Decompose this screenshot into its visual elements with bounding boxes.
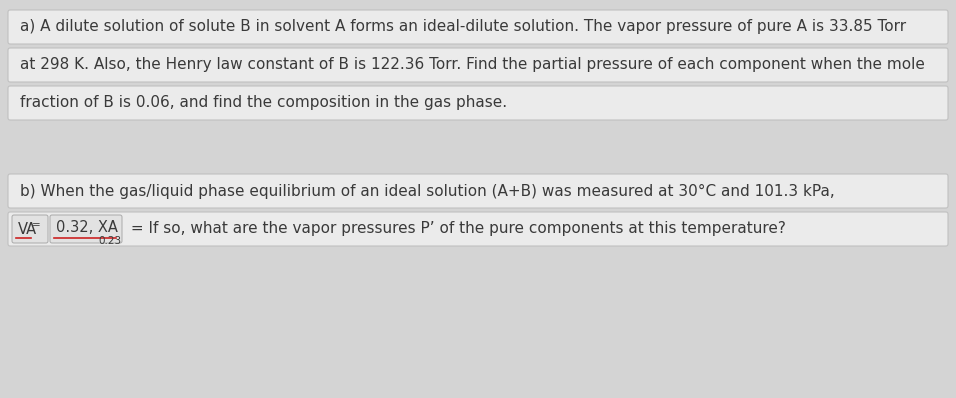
Text: =: = — [32, 220, 41, 230]
Text: VA: VA — [18, 222, 37, 238]
FancyBboxPatch shape — [8, 86, 948, 120]
FancyBboxPatch shape — [8, 48, 948, 82]
Text: b) When the gas/liquid phase equilibrium of an ideal solution (A+B) was measured: b) When the gas/liquid phase equilibrium… — [20, 183, 835, 199]
Text: at 298 K. Also, the Henry law constant of B is 122.36 Torr. Find the partial pre: at 298 K. Also, the Henry law constant o… — [20, 57, 924, 72]
FancyBboxPatch shape — [12, 215, 48, 243]
FancyBboxPatch shape — [50, 215, 122, 243]
Text: a) A dilute solution of solute B in solvent A forms an ideal-dilute solution. Th: a) A dilute solution of solute B in solv… — [20, 20, 906, 35]
FancyBboxPatch shape — [8, 10, 948, 44]
FancyBboxPatch shape — [8, 212, 948, 246]
Text: = If so, what are the vapor pressures P’ of the pure components at this temperat: = If so, what are the vapor pressures P’… — [126, 222, 786, 236]
FancyBboxPatch shape — [8, 174, 948, 208]
Text: fraction of B is 0.06, and find the composition in the gas phase.: fraction of B is 0.06, and find the comp… — [20, 96, 507, 111]
Text: 0.32, XA: 0.32, XA — [56, 220, 118, 236]
Text: 0.23: 0.23 — [98, 236, 121, 246]
